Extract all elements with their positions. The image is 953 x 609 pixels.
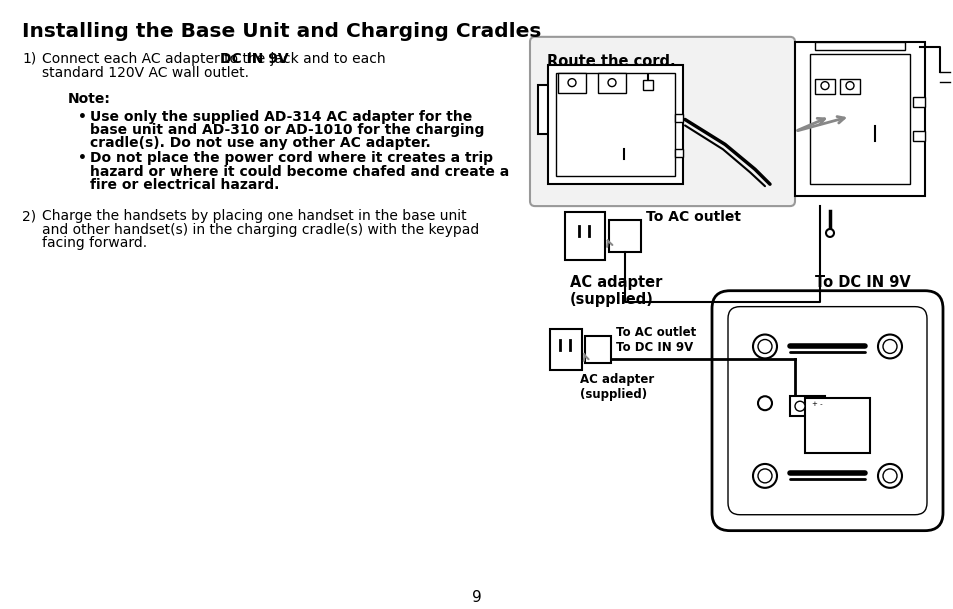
Text: fire or electrical hazard.: fire or electrical hazard.	[90, 178, 279, 192]
Bar	[547, 65, 682, 184]
Text: To AC outlet: To AC outlet	[616, 326, 696, 339]
Text: facing forward.: facing forward.	[42, 236, 147, 250]
Circle shape	[882, 339, 896, 353]
Circle shape	[758, 339, 771, 353]
Text: hazard or where it could become chafed and create a: hazard or where it could become chafed a…	[90, 165, 509, 179]
FancyBboxPatch shape	[727, 307, 926, 515]
Bar	[584, 336, 610, 364]
Circle shape	[752, 334, 776, 359]
Circle shape	[758, 469, 771, 483]
Text: cradle(s). Do not use any other AC adapter.: cradle(s). Do not use any other AC adapt…	[90, 136, 431, 150]
Bar	[608, 220, 640, 252]
Circle shape	[845, 82, 853, 90]
Circle shape	[567, 79, 576, 86]
Text: and other handset(s) in the charging cradle(s) with the keypad: and other handset(s) in the charging cra…	[42, 222, 478, 236]
Text: DC IN 9V: DC IN 9V	[220, 52, 289, 66]
Text: Connect each AC adapter to the: Connect each AC adapter to the	[42, 52, 270, 66]
Bar	[809, 54, 909, 184]
Circle shape	[607, 79, 616, 86]
Bar	[789, 396, 824, 416]
Text: To DC IN 9V: To DC IN 9V	[616, 342, 693, 354]
FancyBboxPatch shape	[530, 37, 794, 206]
Text: To AC outlet: To AC outlet	[645, 210, 740, 224]
Text: Charge the handsets by placing one handset in the base unit: Charge the handsets by placing one hands…	[42, 209, 466, 223]
Circle shape	[877, 464, 901, 488]
Bar	[912, 97, 924, 107]
Text: Do not place the power cord where it creates a trip: Do not place the power cord where it cre…	[90, 151, 493, 165]
Text: •: •	[78, 110, 87, 124]
Circle shape	[752, 464, 776, 488]
Bar	[564, 212, 604, 260]
Text: 2): 2)	[22, 209, 36, 223]
Text: 9: 9	[472, 590, 481, 605]
Text: AC adapter
(supplied): AC adapter (supplied)	[569, 275, 661, 307]
Circle shape	[825, 229, 833, 237]
Bar	[804, 398, 869, 453]
Bar	[598, 72, 625, 93]
Text: Installing the Base Unit and Charging Cradles: Installing the Base Unit and Charging Cr…	[22, 22, 540, 41]
Text: Route the cord.: Route the cord.	[546, 54, 675, 69]
Text: •: •	[78, 151, 87, 165]
Bar	[675, 149, 682, 157]
Bar	[814, 42, 904, 50]
Text: base unit and AD-310 or AD-1010 for the charging: base unit and AD-310 or AD-1010 for the …	[90, 123, 484, 137]
Text: To DC IN 9V: To DC IN 9V	[814, 275, 910, 290]
Text: Use only the supplied AD-314 AC adapter for the: Use only the supplied AD-314 AC adapter …	[90, 110, 472, 124]
Circle shape	[882, 469, 896, 483]
Bar	[558, 72, 585, 93]
Text: AC adapter
(supplied): AC adapter (supplied)	[579, 373, 654, 401]
Bar	[912, 132, 924, 141]
Circle shape	[877, 334, 901, 359]
Text: Note:: Note:	[68, 91, 111, 105]
Bar	[814, 79, 834, 94]
Bar	[550, 328, 581, 370]
Bar	[556, 72, 675, 176]
Bar	[794, 42, 924, 196]
Bar	[642, 80, 652, 90]
Text: + -: + -	[811, 401, 821, 407]
Bar	[840, 79, 859, 94]
Bar	[675, 114, 682, 122]
Text: standard 120V AC wall outlet.: standard 120V AC wall outlet.	[42, 66, 249, 80]
Circle shape	[758, 396, 771, 410]
FancyBboxPatch shape	[711, 290, 942, 530]
Circle shape	[821, 82, 828, 90]
Circle shape	[794, 401, 804, 411]
Bar	[537, 85, 550, 135]
Text: 1): 1)	[22, 52, 36, 66]
Text: jack and to each: jack and to each	[266, 52, 385, 66]
